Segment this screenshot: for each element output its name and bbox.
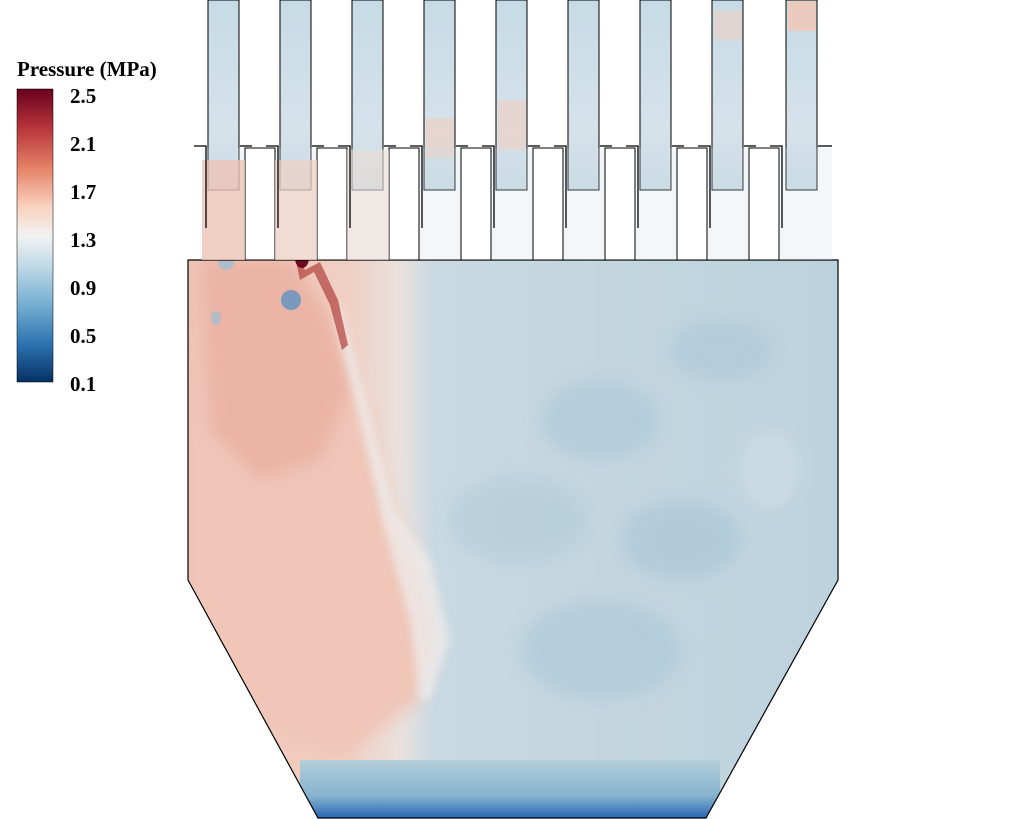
manifold-zone [194, 145, 832, 261]
peak-pressure-spot [295, 260, 309, 268]
inlet-tube [279, 0, 312, 191]
vessel-pressure-field [188, 260, 838, 818]
low-pocket [281, 290, 301, 310]
low-pocket [218, 260, 234, 270]
low-pressure-mottling [450, 320, 800, 700]
inlet-tube [639, 0, 672, 191]
inlet-tube [423, 0, 456, 191]
shock-front-region [200, 260, 350, 480]
transition-band [335, 300, 450, 700]
colorbar-tick-label: 0.5 [70, 324, 96, 348]
nozzle-hooks [194, 145, 832, 228]
colorbar-tick-label: 1.7 [70, 180, 96, 204]
inlet-tube [785, 0, 818, 191]
low-pocket [211, 311, 221, 325]
colorbar-tick-label: 1.3 [70, 228, 96, 252]
inlet-tube [495, 0, 528, 191]
colorbar-tick-label: 0.1 [70, 372, 96, 396]
inlet-tube [567, 0, 600, 191]
vessel-outline [187, 259, 839, 819]
outlet-gradient [300, 760, 720, 818]
manifold-slots [244, 147, 780, 261]
colorbar-tick-label: 2.1 [70, 132, 96, 156]
shock-streak [290, 260, 348, 350]
colorbar-tick-label: 0.9 [70, 276, 96, 300]
colorbar-title: Pressure (MPa) [17, 57, 157, 81]
colorbar-tick-label: 2.5 [70, 84, 96, 108]
colorbar-gradient-bar [16, 88, 54, 383]
colorbar: Pressure (MPa) 2.5 2.1 1.7 1.3 0.9 0.5 0… [16, 57, 157, 396]
inlet-tube [207, 0, 240, 191]
